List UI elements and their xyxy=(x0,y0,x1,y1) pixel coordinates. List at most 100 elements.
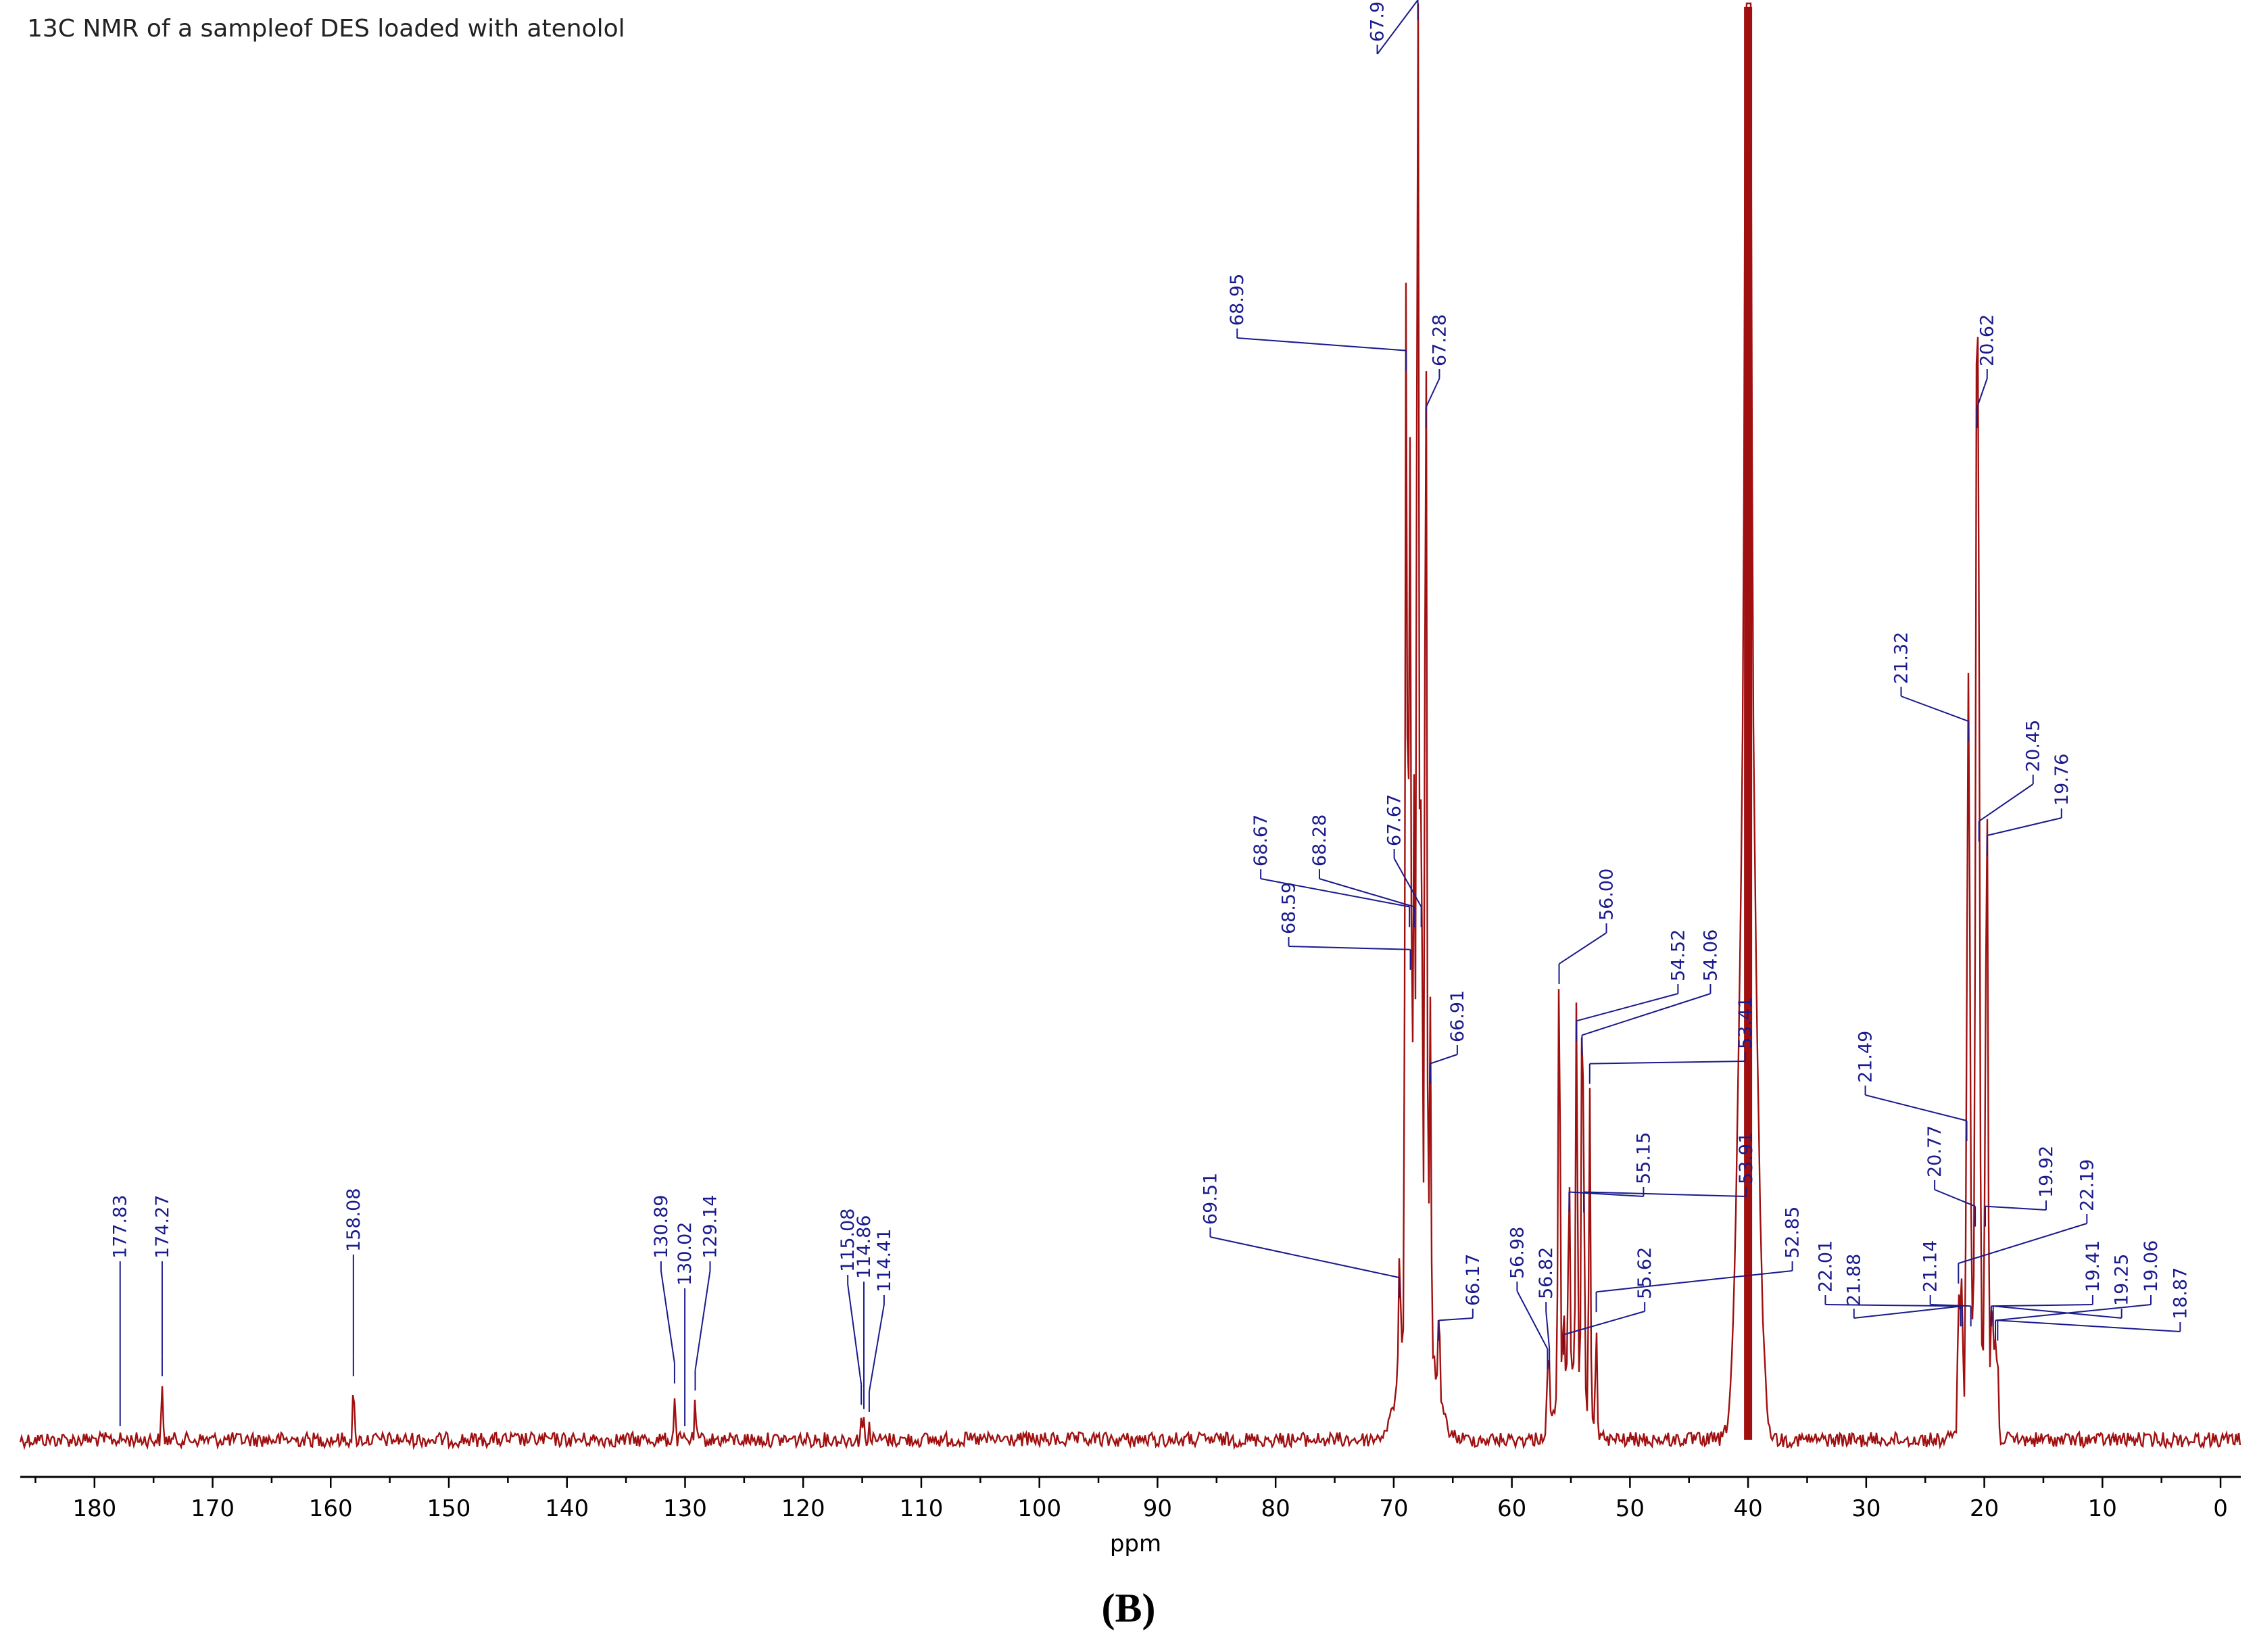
peak-annotation: 68.59 xyxy=(1279,882,1411,970)
peak-leader-line xyxy=(1991,1304,2093,1307)
peak-annotation: 66.17 xyxy=(1438,1254,1484,1341)
peak-label: 55.15 xyxy=(1633,1132,1654,1184)
peak-annotation: 67.96 xyxy=(1367,0,1419,55)
peak-label: 55.62 xyxy=(1634,1247,1655,1299)
peak-label: 114.86 xyxy=(854,1215,875,1279)
peak-leader-line xyxy=(1825,1304,1961,1307)
peak-annotation: 67.67 xyxy=(1384,794,1422,927)
peak-leader-line xyxy=(1993,1305,2122,1319)
x-tick-label: 50 xyxy=(1616,1495,1645,1522)
peak-label: 158.08 xyxy=(343,1188,364,1252)
peak-leader-line xyxy=(1425,378,1440,408)
solvent-peak xyxy=(1744,7,1753,1440)
chart-title: 13C NMR of a sampleof DES loaded with at… xyxy=(27,15,625,43)
peak-leader-line xyxy=(1288,946,1411,950)
peak-annotation: 56.98 xyxy=(1507,1227,1549,1369)
peak-label: 174.27 xyxy=(152,1195,173,1259)
peak-leader-line xyxy=(1558,932,1607,965)
peak-annotation: 55.15 xyxy=(1568,1132,1654,1213)
peak-annotation: 69.51 xyxy=(1200,1173,1401,1298)
peak-leader-line xyxy=(1430,1054,1458,1065)
peak-label: 54.52 xyxy=(1668,929,1689,981)
peak-leader-line xyxy=(1930,1304,1971,1307)
peak-leader-line xyxy=(1582,993,1711,1036)
peak-leader-line xyxy=(1865,1094,1967,1121)
x-tick-label: 20 xyxy=(1970,1495,1999,1522)
peak-annotation: 114.86 xyxy=(854,1215,875,1409)
peak-annotation: 21.88 xyxy=(1844,1254,1963,1327)
peak-label: 68.95 xyxy=(1227,274,1248,326)
peak-leader-line xyxy=(1995,1304,2152,1321)
peak-annotation: 20.45 xyxy=(1978,720,2044,842)
peak-annotation: 19.76 xyxy=(1986,754,2072,856)
x-tick-label: 30 xyxy=(1851,1495,1880,1522)
x-tick-label: 180 xyxy=(72,1495,116,1522)
panel-label: (B) xyxy=(1101,1586,1156,1630)
peak-label: 20.62 xyxy=(1977,314,1998,366)
peak-annotation: 21.32 xyxy=(1891,632,1970,742)
peak-label: 52.85 xyxy=(1782,1207,1803,1259)
peak-label: 22.19 xyxy=(2077,1159,2097,1211)
peak-annotation: 115.08 xyxy=(838,1209,863,1405)
peak-annotation: 19.25 xyxy=(1992,1254,2133,1327)
x-tick-label: 170 xyxy=(191,1495,235,1522)
peak-label: 56.98 xyxy=(1507,1227,1528,1279)
peak-annotation-group: 177.83 174.27 158.08 130.89 130.02 129.14 115.… xyxy=(110,0,2191,1426)
peak-annotation: 158.08 xyxy=(343,1188,364,1377)
peak-annotation: 54.52 xyxy=(1576,929,1689,1042)
peak-label: 130.89 xyxy=(651,1195,672,1259)
peak-label: 22.01 xyxy=(1815,1240,1836,1292)
peak-annotation: 20.62 xyxy=(1976,314,1998,428)
peak-annotation: 130.02 xyxy=(675,1222,696,1426)
peak-label: 21.88 xyxy=(1844,1254,1865,1306)
peak-label: 53.91 xyxy=(1736,1132,1757,1184)
peak-leader-line xyxy=(1976,378,1988,408)
x-tick-label: 110 xyxy=(899,1495,943,1522)
x-tick-label: 120 xyxy=(781,1495,825,1522)
x-tick-label: 130 xyxy=(663,1495,707,1522)
peak-label: 19.06 xyxy=(2141,1240,2162,1292)
peak-annotation: 56.00 xyxy=(1558,869,1618,984)
x-tick-label: 150 xyxy=(427,1495,471,1522)
peak-label: 56.82 xyxy=(1536,1247,1557,1299)
peak-leader-line xyxy=(1319,878,1415,908)
peak-leader-line xyxy=(1958,1223,2087,1264)
peak-label: 20.45 xyxy=(2023,720,2044,772)
peak-label: 177.83 xyxy=(110,1195,131,1259)
peak-leader-line xyxy=(1393,858,1422,907)
x-tick-label: 90 xyxy=(1143,1495,1172,1522)
peak-leader-line xyxy=(1260,878,1410,908)
peak-leader-line xyxy=(1584,1191,1747,1197)
peak-label: 66.17 xyxy=(1463,1254,1484,1306)
peak-label: 19.76 xyxy=(2052,754,2072,806)
peak-annotation: 19.06 xyxy=(1995,1240,2162,1341)
x-tick-label: 140 xyxy=(545,1495,589,1522)
x-tick-label: 40 xyxy=(1733,1495,1762,1522)
peak-annotation: 68.28 xyxy=(1309,815,1415,927)
peak-leader-line xyxy=(1589,1061,1745,1065)
x-axis: 180 170 160 150 140 130 120 110 100 90 80 70 60 50 40 3… xyxy=(20,1476,2241,1522)
peak-annotation: 19.92 xyxy=(1984,1146,2057,1227)
peak-annotation: 22.19 xyxy=(1958,1159,2097,1284)
peak-annotation: 66.91 xyxy=(1429,990,1468,1084)
peak-label: 66.91 xyxy=(1447,990,1468,1042)
peak-leader-line xyxy=(1853,1305,1962,1319)
peak-leader-line xyxy=(868,1304,885,1392)
peak-leader-line xyxy=(1987,817,2062,836)
peak-label: 67.28 xyxy=(1429,314,1450,366)
x-tick-label: 70 xyxy=(1379,1495,1408,1522)
peak-annotation: 114.41 xyxy=(868,1229,895,1412)
peak-leader-line xyxy=(1576,993,1678,1022)
peak-label: 20.77 xyxy=(1924,1125,1945,1177)
peak-annotation: 19.41 xyxy=(1990,1240,2104,1327)
peak-label: 115.08 xyxy=(838,1209,858,1272)
peak-annotation: 52.85 xyxy=(1595,1207,1803,1313)
peak-leader-line xyxy=(1210,1236,1400,1279)
peak-leader-line xyxy=(694,1270,711,1371)
peak-leader-line xyxy=(1563,1311,1645,1336)
peak-annotation: 54.06 xyxy=(1581,929,1721,1056)
peak-annotation: 68.95 xyxy=(1227,274,1407,371)
peak-leader-line xyxy=(1516,1290,1549,1350)
peak-label: 129.14 xyxy=(700,1195,721,1259)
